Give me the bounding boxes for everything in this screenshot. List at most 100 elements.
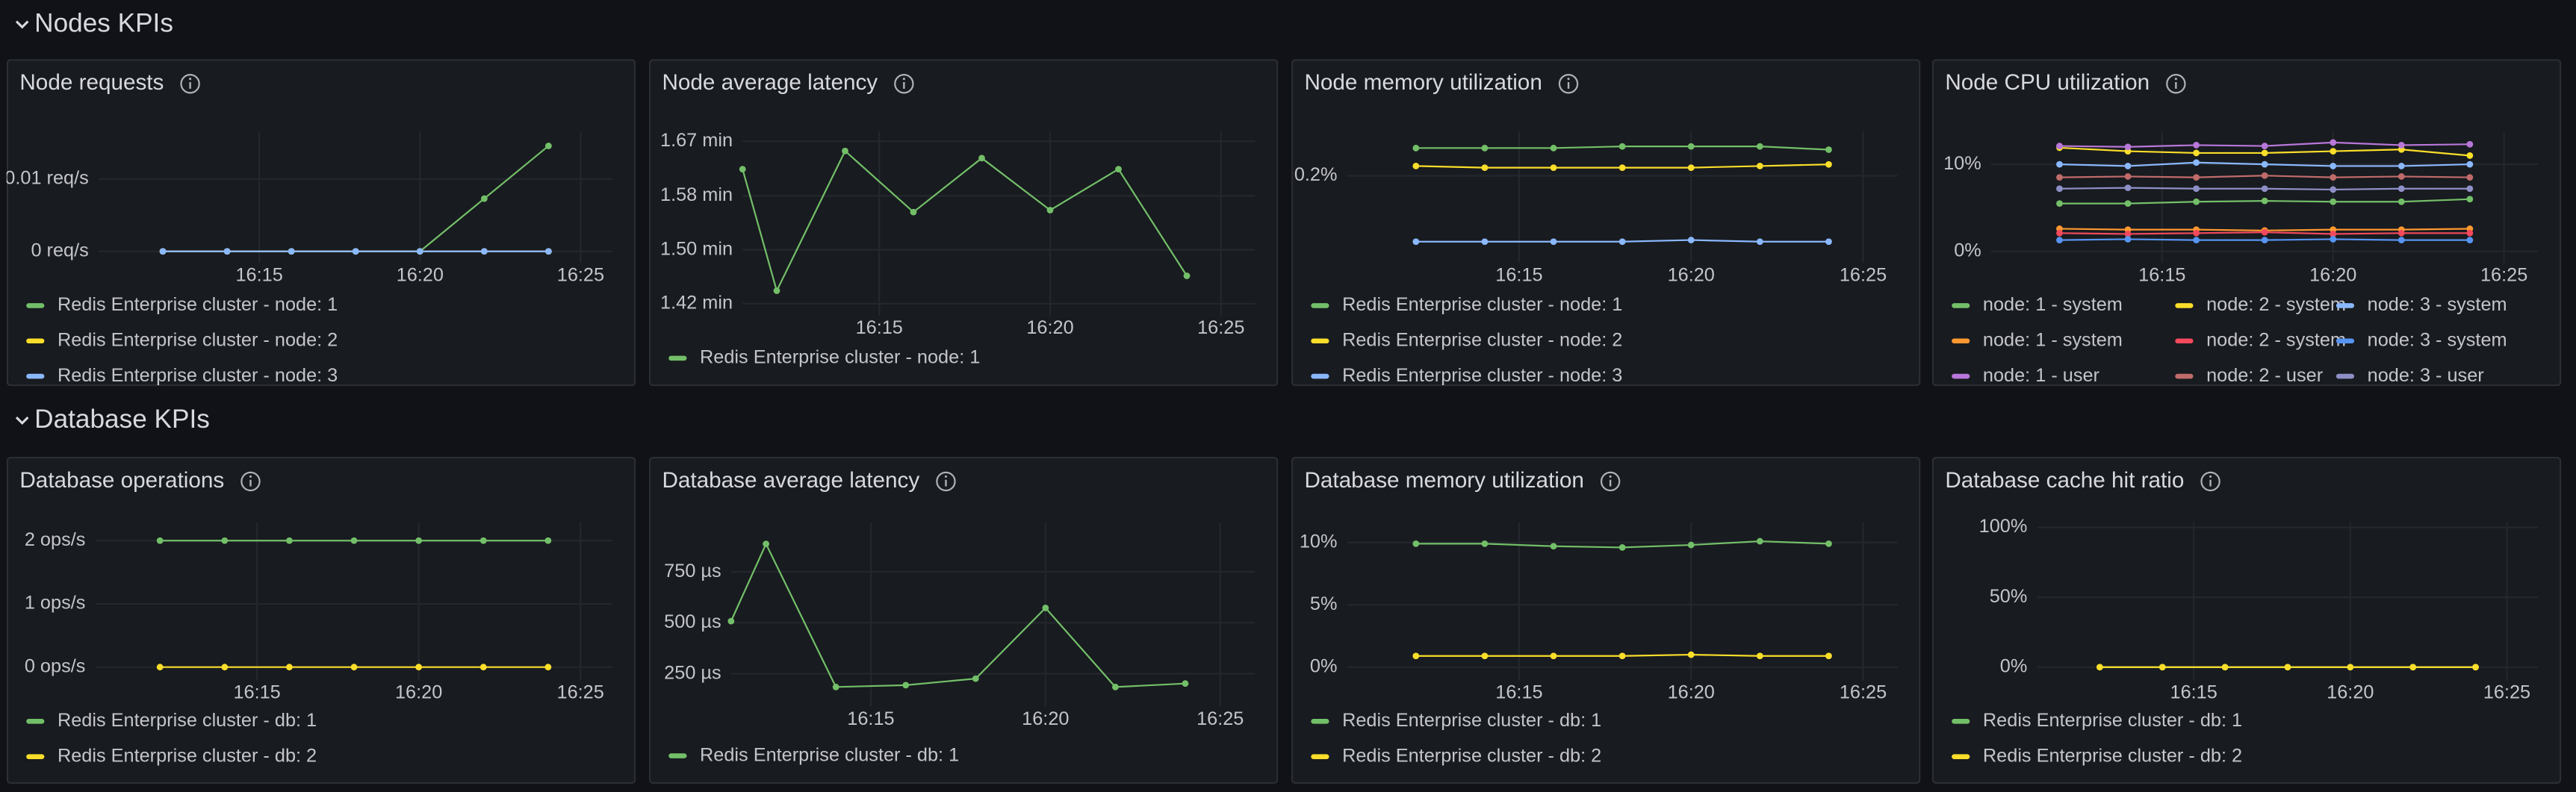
section-title[interactable]: Nodes KPIs: [34, 8, 173, 37]
data-point: [2124, 173, 2132, 180]
info-icon-dot: [2174, 78, 2177, 81]
legend-label[interactable]: Redis Enterprise cluster - db: 1: [700, 744, 959, 765]
legend-swatch[interactable]: [668, 355, 687, 361]
x-tick-label: 16:15: [856, 317, 903, 338]
legend-swatch[interactable]: [1952, 719, 1970, 724]
legend-swatch[interactable]: [1952, 373, 1970, 379]
legend-label[interactable]: node: 1 - system: [1983, 294, 2123, 315]
data-point: [1111, 683, 1119, 690]
data-point: [2330, 198, 2337, 205]
legend-label[interactable]: Redis Enterprise cluster - node: 3: [1342, 365, 1622, 386]
legend-label[interactable]: Redis Enterprise cluster - db: 1: [1342, 710, 1601, 731]
data-point: [1756, 238, 1763, 246]
info-icon[interactable]: [936, 471, 956, 492]
x-tick-label: 16:25: [1197, 317, 1244, 338]
legend-swatch[interactable]: [2175, 303, 2194, 308]
info-icon[interactable]: [1558, 74, 1579, 94]
y-tick-label: 0.01 req/s: [4, 168, 88, 189]
legend-label[interactable]: Redis Enterprise cluster - node: 1: [1342, 294, 1622, 315]
legend-label[interactable]: Redis Enterprise cluster - node: 3: [58, 365, 338, 386]
legend-swatch[interactable]: [1311, 303, 1329, 308]
data-point: [352, 248, 359, 255]
legend-swatch[interactable]: [26, 754, 45, 759]
legend-label[interactable]: node: 3 - system: [2368, 294, 2507, 315]
collapse-icon[interactable]: [15, 20, 29, 29]
legend-swatch[interactable]: [26, 338, 45, 344]
legend-swatch[interactable]: [2336, 373, 2355, 379]
info-icon[interactable]: [240, 471, 261, 492]
legend-label[interactable]: Redis Enterprise cluster - node: 1: [700, 347, 980, 368]
data-point: [1618, 544, 1626, 551]
data-point: [156, 537, 164, 544]
legend-swatch[interactable]: [2175, 338, 2194, 344]
section-title[interactable]: Database KPIs: [34, 405, 210, 434]
legend-label[interactable]: Redis Enterprise cluster - db: 2: [1342, 745, 1601, 766]
x-tick-label: 16:15: [235, 264, 282, 285]
legend-swatch[interactable]: [1952, 754, 1970, 759]
legend-swatch[interactable]: [2336, 338, 2355, 344]
legend-label[interactable]: Redis Enterprise cluster - node: 2: [58, 329, 338, 350]
legend-swatch[interactable]: [1952, 303, 1970, 308]
info-icon[interactable]: [2166, 74, 2186, 94]
legend-label[interactable]: node: 3 - user: [2368, 365, 2484, 386]
legend-label[interactable]: node: 2 - system: [2206, 329, 2346, 350]
info-icon[interactable]: [1600, 471, 1621, 492]
legend-label[interactable]: Redis Enterprise cluster - db: 1: [1983, 710, 2242, 731]
data-point: [1825, 540, 1832, 547]
legend-swatch[interactable]: [1311, 719, 1329, 724]
x-tick-label: 16:15: [2170, 682, 2217, 703]
data-point: [1825, 146, 1832, 153]
data-point: [2397, 173, 2405, 180]
legend-swatch[interactable]: [1311, 373, 1329, 379]
data-point: [1756, 143, 1763, 150]
legend-label[interactable]: node: 2 - system: [2206, 294, 2346, 315]
legend-swatch[interactable]: [2175, 373, 2194, 379]
legend-label[interactable]: Redis Enterprise cluster - db: 1: [58, 710, 317, 731]
legend-label[interactable]: node: 1 - system: [1983, 329, 2123, 350]
info-icon[interactable]: [2200, 471, 2220, 492]
panel: Node memory utilization 0.2% 16:15 16:20 16:…: [1291, 59, 1921, 387]
legend-swatch[interactable]: [2336, 303, 2355, 308]
info-icon[interactable]: [180, 74, 200, 94]
legend-swatch[interactable]: [668, 753, 687, 758]
collapse-icon[interactable]: [15, 417, 29, 425]
x-tick-label: 16:20: [1022, 708, 1069, 729]
data-point: [2330, 174, 2337, 181]
legend-swatch[interactable]: [26, 719, 45, 724]
legend-label[interactable]: Redis Enterprise cluster - db: 2: [58, 745, 317, 766]
data-point: [156, 664, 164, 671]
legend-swatch[interactable]: [1311, 338, 1329, 344]
data-point: [2124, 236, 2132, 243]
legend-label[interactable]: node: 2 - user: [2206, 365, 2323, 386]
data-point: [416, 248, 423, 255]
x-tick-label: 16:20: [1026, 317, 1073, 338]
data-point: [415, 664, 423, 671]
legend-swatch[interactable]: [1311, 754, 1329, 759]
data-point: [1825, 160, 1832, 168]
data-point: [2124, 231, 2132, 237]
data-point: [2284, 664, 2291, 671]
legend-swatch[interactable]: [26, 373, 45, 379]
data-point: [763, 540, 770, 548]
data-point: [2466, 174, 2474, 181]
data-point: [1481, 238, 1489, 246]
info-icon[interactable]: [894, 74, 914, 94]
legend-label[interactable]: Redis Enterprise cluster - db: 2: [1983, 745, 2242, 766]
panel-title: Node CPU utilization: [1945, 70, 2150, 95]
x-tick-label: 16:15: [1495, 682, 1542, 703]
data-point: [2397, 237, 2405, 244]
y-tick-label: 1.50 min: [660, 238, 733, 259]
legend-label[interactable]: Redis Enterprise cluster - node: 1: [58, 294, 338, 315]
data-point: [1042, 604, 1049, 611]
panel-background: [6, 59, 636, 387]
legend-label[interactable]: node: 1 - user: [1983, 365, 2099, 386]
data-point: [1550, 652, 1557, 660]
data-point: [2330, 139, 2337, 146]
legend-swatch[interactable]: [1952, 338, 1970, 344]
data-point: [2330, 163, 2337, 169]
legend-swatch[interactable]: [26, 303, 45, 308]
legend-label[interactable]: Redis Enterprise cluster - node: 2: [1342, 329, 1622, 350]
legend-label[interactable]: node: 3 - system: [2368, 329, 2507, 350]
x-tick-label: 16:15: [847, 708, 894, 729]
